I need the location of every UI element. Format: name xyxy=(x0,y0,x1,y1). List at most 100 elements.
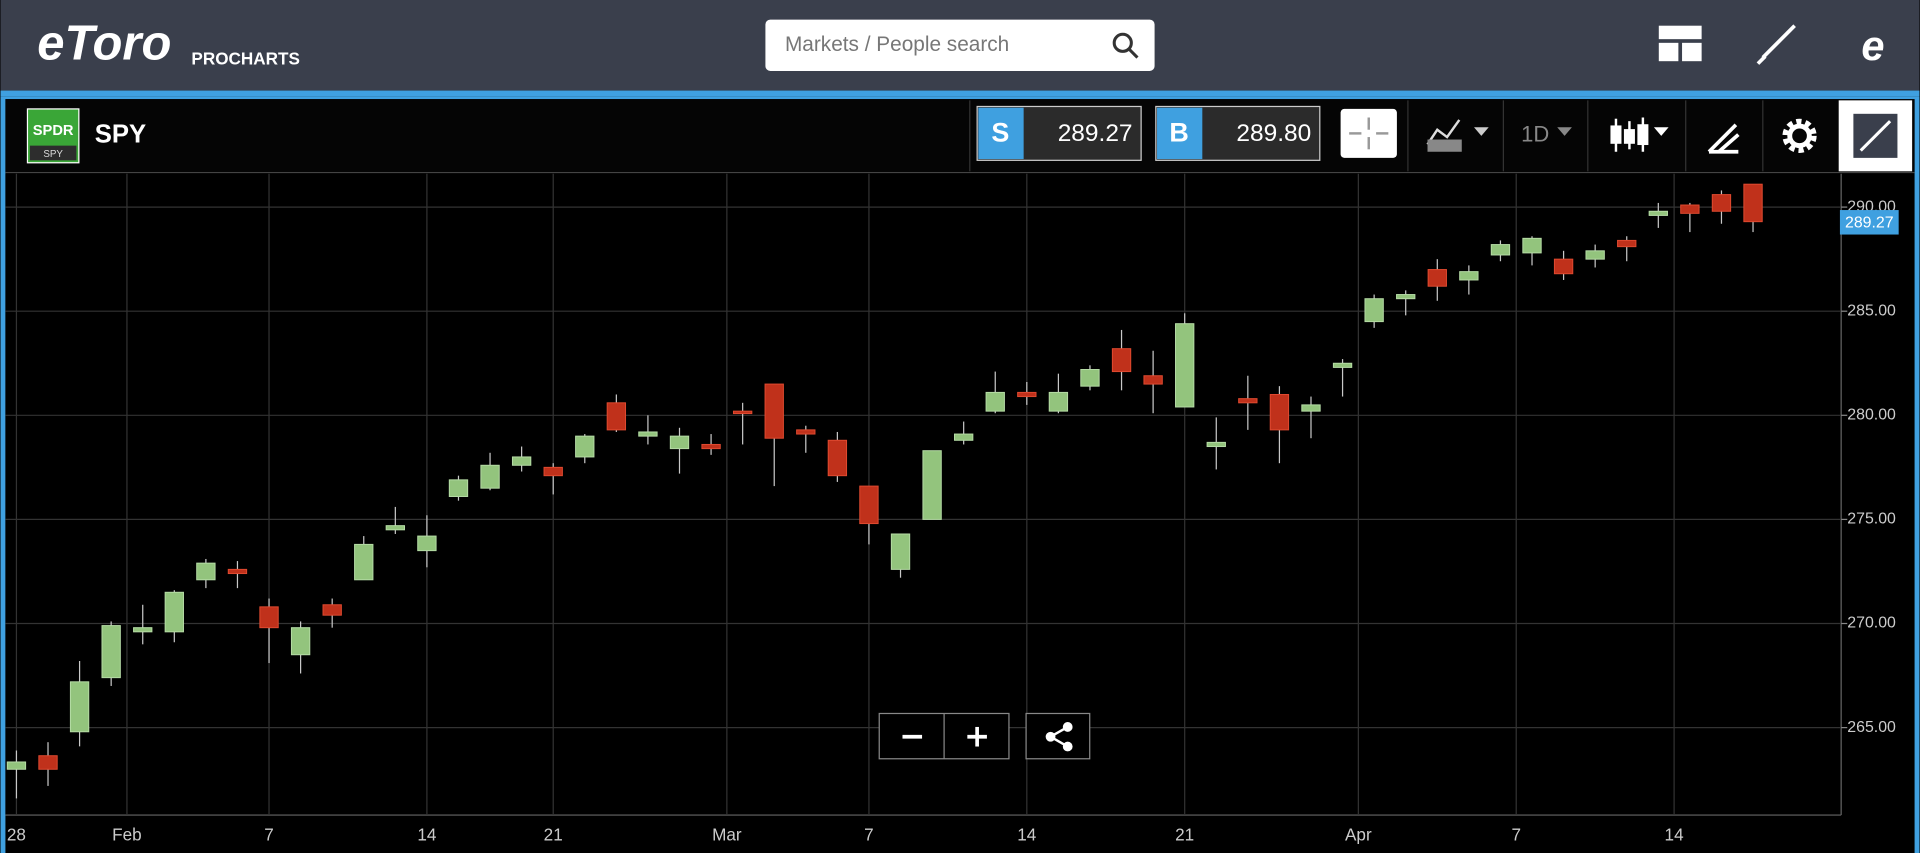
logo[interactable]: eToro xyxy=(37,16,171,70)
candle-body xyxy=(1206,441,1226,448)
candle-body xyxy=(796,429,816,435)
candle-body xyxy=(859,485,879,525)
candle-body xyxy=(511,456,532,466)
candle-body xyxy=(417,535,437,552)
candle-body xyxy=(1553,258,1574,275)
candle-body xyxy=(164,591,184,633)
y-tick-label: 280.00 xyxy=(1847,407,1896,424)
candles xyxy=(6,183,1763,799)
candle-body xyxy=(732,410,753,415)
search-icon[interactable] xyxy=(1112,32,1139,59)
candle-body xyxy=(1680,204,1700,214)
candle-body xyxy=(701,443,721,450)
edit-icon[interactable] xyxy=(1756,24,1796,65)
chart-type-button[interactable] xyxy=(1610,117,1669,152)
candle-body xyxy=(606,402,627,431)
search-box[interactable] xyxy=(765,19,1155,71)
candle-body xyxy=(985,391,1005,412)
symbol: SPY xyxy=(95,121,146,149)
badge-bottom: SPY xyxy=(43,149,63,160)
toolbar xyxy=(5,99,1915,173)
x-tick-label: Mar xyxy=(712,824,742,844)
candle-body xyxy=(827,439,848,477)
candle-body xyxy=(1175,323,1195,408)
candle-body xyxy=(1459,271,1479,281)
candle-body xyxy=(1269,393,1290,431)
x-tick-label: 14 xyxy=(1665,824,1685,844)
header-accent xyxy=(0,90,1920,97)
candle-body xyxy=(354,543,374,581)
x-tick-label: 14 xyxy=(1017,824,1037,844)
candle-body xyxy=(38,755,58,770)
candle-body xyxy=(480,464,500,489)
candle-body xyxy=(322,604,342,616)
sell-button[interactable] xyxy=(976,105,1142,161)
share-button[interactable] xyxy=(1025,712,1091,760)
candle-body xyxy=(69,681,90,733)
badge-top: SPDR xyxy=(33,123,74,139)
profile-glyph: e xyxy=(1861,22,1884,69)
candle-body xyxy=(6,761,27,770)
candle-body xyxy=(1301,404,1321,412)
candle-body xyxy=(196,562,216,581)
y-tick-label: 275.00 xyxy=(1847,511,1896,528)
drawing-button[interactable] xyxy=(1707,123,1740,154)
y-tick-label: 265.00 xyxy=(1847,719,1896,736)
candle-body xyxy=(290,627,311,656)
buy-label: B xyxy=(1169,118,1188,148)
candle-body xyxy=(1648,210,1668,216)
interval-caret xyxy=(1557,127,1572,136)
x-tick-label: 28 xyxy=(7,824,26,844)
candle-body xyxy=(575,435,595,458)
candle-body xyxy=(1332,362,1353,368)
candle-body xyxy=(1617,239,1637,248)
candle-body xyxy=(669,435,690,450)
candle-body xyxy=(922,450,942,520)
zoom-in[interactable] xyxy=(967,726,987,747)
candle-body xyxy=(1490,244,1511,256)
candle-body xyxy=(890,533,911,570)
candle-body xyxy=(1143,375,1163,385)
last-price-badge xyxy=(1839,210,1899,235)
candle-body xyxy=(133,627,153,633)
sell-label: S xyxy=(991,118,1009,148)
candle-body xyxy=(385,525,405,531)
profile-icon[interactable]: e xyxy=(1861,22,1884,69)
indicators-button[interactable] xyxy=(1426,119,1489,152)
candle-body xyxy=(764,383,784,439)
x-tick-label: 14 xyxy=(417,824,437,844)
buy-price: 289.80 xyxy=(1236,120,1311,147)
settings-button[interactable] xyxy=(1782,118,1817,153)
candle-body xyxy=(1048,391,1069,412)
product-name: PROCHARTS xyxy=(191,48,299,68)
x-tick-label: Apr xyxy=(1345,824,1372,844)
sell-price: 289.27 xyxy=(1058,120,1133,147)
candle-body xyxy=(1427,269,1447,287)
candle-body xyxy=(1711,194,1732,212)
instrument-badge-foot xyxy=(29,145,77,161)
x-tick-label: 7 xyxy=(1511,824,1521,844)
candle-body xyxy=(448,479,469,497)
y-tick-label: 270.00 xyxy=(1847,615,1896,632)
candle-body xyxy=(1585,250,1605,260)
candle-body xyxy=(1017,391,1037,398)
candle-body xyxy=(227,568,248,575)
candle-body xyxy=(1522,237,1542,254)
candle-body xyxy=(101,625,121,679)
fullscreen-button[interactable] xyxy=(1838,100,1913,172)
crosshair-button[interactable] xyxy=(1340,108,1397,158)
x-tick-label: 7 xyxy=(864,824,874,844)
layout-icon[interactable] xyxy=(1658,25,1702,62)
interval[interactable]: 1D xyxy=(1521,122,1549,147)
x-tick-label: Feb xyxy=(112,824,142,844)
x-tick-label: 7 xyxy=(264,824,274,844)
buy-button[interactable] xyxy=(1155,105,1321,161)
candle-body xyxy=(954,433,974,441)
candle-body xyxy=(543,466,563,477)
last-price-label: 289.27 xyxy=(1845,215,1894,232)
candle-body xyxy=(638,431,658,437)
candle-body xyxy=(1743,183,1763,223)
